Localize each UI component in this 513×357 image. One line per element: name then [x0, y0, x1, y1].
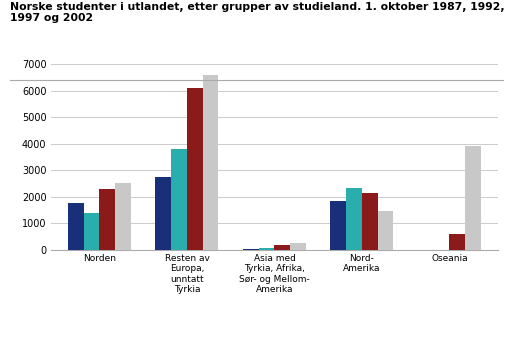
Bar [346, 187, 362, 250]
Bar [449, 234, 465, 250]
Bar [465, 146, 481, 250]
Bar [100, 189, 115, 250]
Bar [243, 248, 259, 250]
Bar [259, 248, 274, 250]
Bar [290, 243, 306, 250]
Bar [115, 183, 131, 250]
Bar [362, 193, 378, 250]
Bar [274, 245, 290, 250]
Bar [187, 88, 203, 250]
Bar [68, 203, 84, 250]
Bar [84, 213, 100, 250]
Text: Norske studenter i utlandet, etter grupper av studieland. 1. oktober 1987, 1992,: Norske studenter i utlandet, etter grupp… [10, 2, 505, 24]
Bar [155, 177, 171, 250]
Bar [171, 149, 187, 250]
Bar [203, 75, 219, 250]
Bar [330, 201, 346, 250]
Bar [378, 211, 393, 250]
